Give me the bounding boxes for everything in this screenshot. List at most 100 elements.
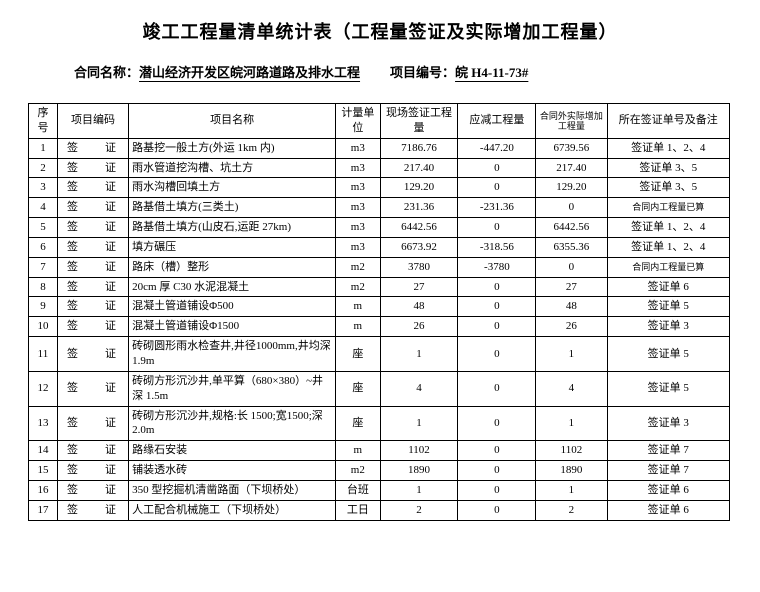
cell-q3: 26 [536, 317, 607, 337]
cell-q2: 0 [458, 277, 536, 297]
cell-name: 混凝土管道铺设Φ1500 [129, 317, 336, 337]
cell-q1: 3780 [380, 257, 458, 277]
table-header-row: 序号 项目编码 项目名称 计量单位 现场签证工程量 应减工程量 合同外实际增加工… [29, 104, 730, 139]
th-note: 所在签证单号及备注 [607, 104, 729, 139]
cell-seq: 3 [29, 178, 58, 198]
table-row: 11签 证砖砌圆形雨水检查井,井径1000mm,井均深 1.9m座101签证单 … [29, 337, 730, 372]
cell-seq: 15 [29, 461, 58, 481]
cell-q1: 1 [380, 406, 458, 441]
table-row: 10签 证混凝土管道铺设Φ1500m26026签证单 3 [29, 317, 730, 337]
cell-name: 雨水沟槽回填土方 [129, 178, 336, 198]
cell-name: 混凝土管道铺设Φ500 [129, 297, 336, 317]
contract-label: 合同名称： [74, 65, 139, 80]
cell-name: 填方碾压 [129, 237, 336, 257]
cell-unit: m2 [336, 257, 381, 277]
cell-seq: 9 [29, 297, 58, 317]
cell-code: 签 证 [57, 277, 128, 297]
cell-unit: m [336, 317, 381, 337]
cell-unit: m3 [336, 158, 381, 178]
cell-q2: 0 [458, 317, 536, 337]
cell-q2: 0 [458, 406, 536, 441]
table-row: 16签 证350 型挖掘机清凿路面（下坝桥处）台班101签证单 6 [29, 480, 730, 500]
table-row: 13签 证砖砌方形沉沙井,规格:长 1500;宽1500;深 2.0m座101签… [29, 406, 730, 441]
cell-note: 签证单 6 [607, 277, 729, 297]
th-q3: 合同外实际增加工程量 [536, 104, 607, 139]
cell-q2: -231.36 [458, 198, 536, 218]
table-row: 3签 证雨水沟槽回填土方m3129.200129.20签证单 3、5 [29, 178, 730, 198]
table-row: 12签 证砖砌方形沉沙井,单平算（680×380）~井深 1.5m座404签证单… [29, 371, 730, 406]
cell-q1: 6673.92 [380, 237, 458, 257]
cell-q3: 1 [536, 337, 607, 372]
cell-unit: 工日 [336, 500, 381, 520]
subheader: 合同名称：潜山经济开发区皖河路道路及排水工程项目编号：皖 H4-11-73# [74, 62, 732, 81]
cell-q2: -318.56 [458, 237, 536, 257]
cell-q1: 7186.76 [380, 138, 458, 158]
cell-q2: 0 [458, 178, 536, 198]
cell-q3: 1102 [536, 441, 607, 461]
cell-name: 人工配合机械施工（下坝桥处） [129, 500, 336, 520]
cell-name: 路缘石安装 [129, 441, 336, 461]
cell-q1: 1 [380, 480, 458, 500]
cell-q3: 27 [536, 277, 607, 297]
cell-q2: -447.20 [458, 138, 536, 158]
cell-unit: m3 [336, 218, 381, 238]
cell-q2: 0 [458, 371, 536, 406]
cell-code: 签 证 [57, 138, 128, 158]
cell-code: 签 证 [57, 237, 128, 257]
cell-note: 签证单 5 [607, 337, 729, 372]
th-seq: 序号 [29, 104, 58, 139]
cell-q2: 0 [458, 158, 536, 178]
cell-q3: 1 [536, 480, 607, 500]
cell-code: 签 证 [57, 461, 128, 481]
cell-code: 签 证 [57, 406, 128, 441]
cell-q3: 4 [536, 371, 607, 406]
cell-q1: 1 [380, 337, 458, 372]
cell-q1: 48 [380, 297, 458, 317]
cell-q3: 2 [536, 500, 607, 520]
cell-seq: 7 [29, 257, 58, 277]
cell-q1: 231.36 [380, 198, 458, 218]
cell-q1: 1102 [380, 441, 458, 461]
cell-q1: 2 [380, 500, 458, 520]
cell-note: 签证单 1、2、4 [607, 138, 729, 158]
cell-q3: 1890 [536, 461, 607, 481]
cell-code: 签 证 [57, 500, 128, 520]
cell-q1: 6442.56 [380, 218, 458, 238]
cell-q3: 6739.56 [536, 138, 607, 158]
cell-seq: 14 [29, 441, 58, 461]
cell-q1: 217.40 [380, 158, 458, 178]
cell-code: 签 证 [57, 178, 128, 198]
cell-note: 签证单 3 [607, 406, 729, 441]
cell-q1: 4 [380, 371, 458, 406]
cell-name: 砖砌圆形雨水检查井,井径1000mm,井均深 1.9m [129, 337, 336, 372]
cell-q1: 1890 [380, 461, 458, 481]
cell-unit: m2 [336, 277, 381, 297]
cell-seq: 17 [29, 500, 58, 520]
cell-note: 签证单 6 [607, 480, 729, 500]
table-row: 7签 证路床（槽）整形m23780-37800合同内工程量已算 [29, 257, 730, 277]
cell-q1: 27 [380, 277, 458, 297]
cell-name: 路基挖一般土方(外运 1km 内) [129, 138, 336, 158]
th-q1: 现场签证工程量 [380, 104, 458, 139]
cell-unit: m3 [336, 178, 381, 198]
cell-unit: m [336, 297, 381, 317]
cell-seq: 11 [29, 337, 58, 372]
cell-code: 签 证 [57, 480, 128, 500]
contract-name: 潜山经济开发区皖河路道路及排水工程 [139, 65, 360, 80]
cell-note: 签证单 5 [607, 297, 729, 317]
cell-code: 签 证 [57, 371, 128, 406]
cell-name: 雨水管道挖沟槽、坑土方 [129, 158, 336, 178]
cell-name: 路床（槽）整形 [129, 257, 336, 277]
projectno-label: 项目编号： [390, 65, 455, 80]
cell-name: 路基借土填方(三类土) [129, 198, 336, 218]
th-code: 项目编码 [57, 104, 128, 139]
table-row: 2签 证雨水管道挖沟槽、坑土方m3217.400217.40签证单 3、5 [29, 158, 730, 178]
cell-note: 签证单 1、2、4 [607, 218, 729, 238]
table-row: 17签 证人工配合机械施工（下坝桥处）工日202签证单 6 [29, 500, 730, 520]
cell-unit: 台班 [336, 480, 381, 500]
cell-note: 签证单 6 [607, 500, 729, 520]
cell-note: 签证单 3、5 [607, 178, 729, 198]
cell-note: 签证单 5 [607, 371, 729, 406]
cell-q3: 6355.36 [536, 237, 607, 257]
table-row: 9签 证混凝土管道铺设Φ500m48048签证单 5 [29, 297, 730, 317]
